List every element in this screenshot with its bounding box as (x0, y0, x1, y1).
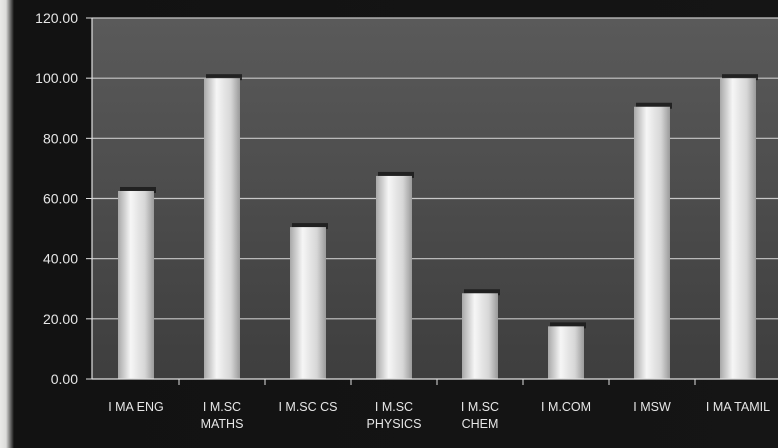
y-tick-label: 100.00 (35, 70, 78, 86)
y-tick-labels: 0.00 20.00 40.00 60.00 80.00 100.00 120.00 (35, 10, 92, 387)
bar (462, 293, 498, 379)
x-category-label: I MSW (633, 400, 671, 414)
bar (376, 175, 412, 379)
bar-shadow (550, 322, 586, 329)
x-category-label: PHYSICS (367, 417, 422, 431)
y-tick-label: 80.00 (43, 130, 78, 146)
bar-shadow (292, 223, 328, 230)
bar (118, 190, 154, 379)
x-category-label: I M.SC (461, 400, 499, 414)
bar-shadow (464, 289, 500, 296)
x-category-label: I M.SC (375, 400, 413, 414)
bar-shadow (120, 186, 156, 193)
bar-shadow (206, 74, 242, 81)
y-tick-label: 60.00 (43, 191, 78, 207)
bar (548, 326, 584, 379)
y-tick-label: 20.00 (43, 311, 78, 327)
bar (290, 227, 326, 379)
x-category-label: I M.SC CS (278, 400, 337, 414)
y-tick-label: 120.00 (35, 10, 78, 26)
bar-shadow (636, 102, 672, 109)
x-category-label: I M.COM (541, 400, 591, 414)
x-category-label: CHEM (462, 417, 499, 431)
x-category-label: I MA ENG (108, 400, 164, 414)
bar (204, 78, 240, 380)
x-category-label: MATHS (201, 417, 244, 431)
bars (118, 74, 758, 380)
bar (634, 106, 670, 379)
x-category-labels: I MA ENG I M.SC MATHS I M.SC CS I M.SC PHYSIC… (108, 379, 770, 431)
bar (720, 78, 756, 380)
bar-shadow (378, 171, 414, 178)
bar-shadow (722, 74, 758, 81)
x-category-label: I MA TAMIL (706, 400, 770, 414)
y-tick-label: 40.00 (43, 251, 78, 267)
x-category-label: I M.SC (203, 400, 241, 414)
y-tick-label: 0.00 (51, 371, 78, 387)
